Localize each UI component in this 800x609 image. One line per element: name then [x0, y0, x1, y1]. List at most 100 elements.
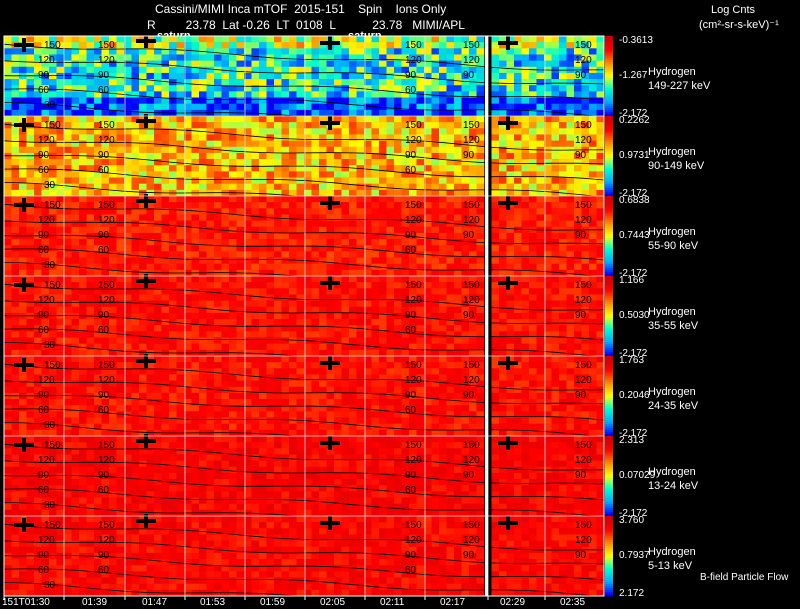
heatmap-cell: [146, 66, 155, 74]
heatmap-cell: [281, 42, 290, 49]
heatmap-cell: [229, 208, 237, 215]
heatmap-cell: [236, 337, 245, 344]
heatmap-cell: [424, 294, 432, 301]
heatmap-cell: [596, 60, 605, 68]
heatmap-cell: [551, 97, 560, 104]
heatmap-cell: [566, 42, 575, 49]
heatmap-cell: [596, 269, 605, 277]
heatmap-cell: [334, 214, 342, 221]
heatmap-cell: [439, 269, 447, 277]
heatmap-cell: [349, 300, 357, 308]
heatmap-cell: [311, 214, 320, 221]
heatmap-cell: [296, 116, 305, 123]
heatmap-cell: [334, 128, 342, 135]
heatmap-cell: [161, 177, 170, 184]
heatmap-cell: [191, 374, 200, 381]
heatmap-cell: [454, 109, 462, 117]
heatmap-cell: [296, 214, 305, 221]
contour-line: [3, 123, 605, 151]
heatmap-cell: [244, 159, 252, 166]
heatmap-cell: [491, 60, 500, 68]
heatmap-cell: [244, 263, 252, 271]
heatmap-cell: [356, 202, 365, 209]
heatmap-cell: [289, 36, 297, 43]
heatmap-cell: [364, 91, 372, 98]
heatmap-cell: [289, 72, 297, 80]
heatmap-cell: [446, 171, 455, 178]
heatmap-cell: [386, 116, 395, 123]
heatmap-cell: [304, 214, 312, 221]
heatmap-cell: [499, 325, 507, 332]
heatmap-cell: [371, 392, 380, 400]
heatmap-cell: [184, 300, 192, 308]
heatmap-cell: [251, 54, 260, 61]
heatmap-cell: [191, 79, 200, 86]
heatmap-cell: [109, 362, 117, 369]
heatmap-cell: [259, 257, 267, 264]
heatmap-cell: [191, 152, 200, 160]
heatmap-cell: [461, 362, 470, 369]
heatmap-cell: [491, 343, 500, 351]
heatmap-cell: [469, 60, 477, 68]
heatmap-cell: [274, 331, 282, 338]
heatmap-cell: [536, 152, 545, 160]
colorbar-step: [605, 348, 613, 351]
heatmap-cell: [431, 171, 440, 178]
colorbar-step: [605, 190, 613, 193]
heatmap-cell: [259, 122, 267, 129]
heatmap-cell: [71, 269, 80, 277]
heatmap-cell: [221, 202, 230, 209]
heatmap-cell: [214, 177, 222, 184]
heatmap-cell: [71, 146, 80, 154]
heatmap-cell: [559, 72, 567, 80]
heatmap-cell: [409, 171, 417, 178]
heatmap-cell: [259, 128, 267, 135]
heatmap-cell: [409, 134, 417, 141]
heatmap-cell: [49, 232, 57, 240]
heatmap-cell: [536, 251, 545, 258]
heatmap-cell: [101, 368, 110, 375]
heatmap-cell: [71, 319, 80, 326]
heatmap-cell: [536, 103, 545, 111]
heatmap-cell: [49, 288, 57, 295]
heatmap-cell: [281, 140, 290, 148]
heatmap-cell: [161, 282, 170, 289]
heatmap-cell: [79, 140, 87, 148]
heatmap-cell: [356, 97, 365, 104]
heatmap-cell: [176, 177, 185, 184]
heatmap-cell: [521, 79, 530, 86]
bfield-marker: [144, 114, 148, 128]
heatmap-cell: [544, 325, 552, 332]
heatmap-cell: [41, 343, 50, 351]
heatmap-cell: [34, 85, 42, 92]
heatmap-cell: [41, 325, 50, 332]
heatmap-cell: [64, 66, 72, 74]
heatmap-cell: [41, 116, 50, 123]
heatmap-cell: [139, 368, 147, 375]
heatmap-cell: [131, 36, 140, 43]
heatmap-cell: [281, 183, 290, 191]
heatmap-cell: [574, 202, 582, 209]
heatmap-cell: [574, 269, 582, 277]
heatmap-cell: [596, 152, 605, 160]
heatmap-cell: [409, 276, 417, 283]
heatmap-cell: [214, 36, 222, 43]
heatmap-cell: [161, 312, 170, 320]
heatmap-cell: [581, 343, 590, 351]
colorbar-step: [605, 248, 613, 251]
heatmap-cell: [289, 300, 297, 308]
heatmap-cell: [11, 263, 20, 271]
heatmap-cell: [581, 122, 590, 129]
heatmap-cell: [431, 368, 440, 375]
heatmap-cell: [206, 362, 215, 369]
heatmap-cell: [446, 134, 455, 141]
heatmap-cell: [214, 140, 222, 148]
heatmap-cell: [116, 214, 125, 221]
heatmap-cell: [289, 239, 297, 246]
heatmap-cell: [409, 312, 417, 320]
heatmap-cell: [296, 312, 305, 320]
heatmap-cell: [221, 362, 230, 369]
heatmap-cell: [109, 48, 117, 55]
heatmap-cell: [499, 48, 507, 55]
heatmap-cell: [206, 140, 215, 148]
